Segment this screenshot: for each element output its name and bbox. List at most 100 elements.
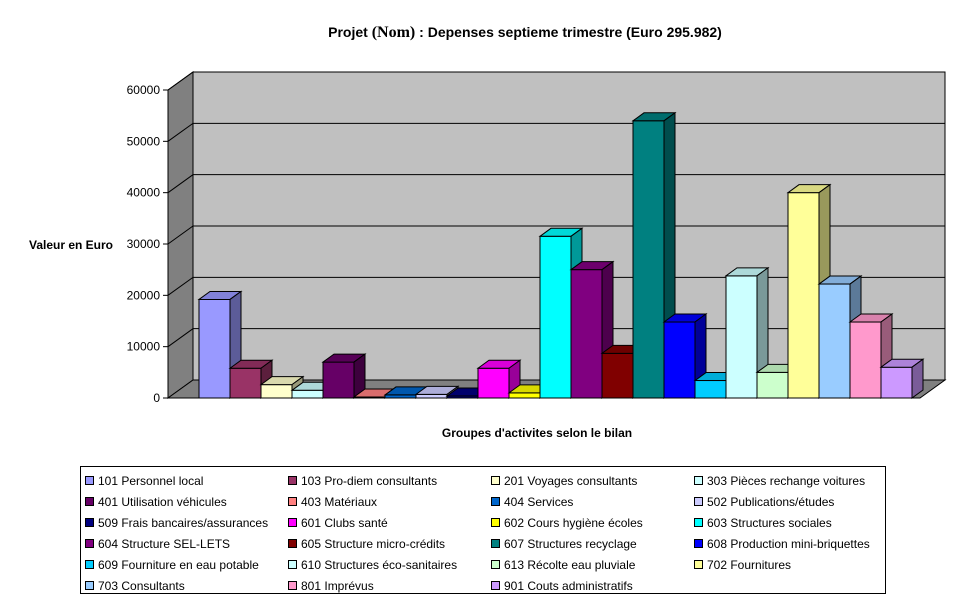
legend-item: 605 Structure micro-crédits <box>288 533 491 554</box>
legend-item: 101 Personnel local <box>85 470 288 491</box>
bar <box>321 353 367 399</box>
bar-front <box>570 269 603 399</box>
legend-item: 103 Pro-diem consultants <box>288 470 491 491</box>
gridline <box>167 276 945 296</box>
legend-item: 609 Fourniture en eau potable <box>85 554 288 575</box>
bar-front <box>725 275 758 399</box>
bar-front <box>477 367 510 399</box>
legend-swatch <box>491 539 500 548</box>
legend-item: 610 Structures éco-sanitaires <box>288 554 491 575</box>
legend-label: 613 Récolte eau pluviale <box>504 557 636 572</box>
bar-front <box>849 321 882 399</box>
chart-title-name: (Nom) <box>372 24 416 41</box>
legend-swatch <box>491 581 500 590</box>
bar-front <box>663 321 696 399</box>
legend-item: 403 Matériaux <box>288 491 491 512</box>
bar-front <box>787 192 820 399</box>
legend-label: 608 Production mini-briquettes <box>707 536 870 551</box>
legend-item: 613 Récolte eau pluviale <box>491 554 694 575</box>
legend-label: 603 Structures sociales <box>707 515 832 530</box>
y-tick-label: 30000 <box>127 237 161 251</box>
bar-side <box>911 358 924 399</box>
legend-label: 404 Services <box>504 494 574 509</box>
chart-title-start: Projet <box>328 24 372 40</box>
bar-front <box>291 389 324 399</box>
legend-swatch <box>694 539 703 548</box>
chart-title-end: : Depenses septieme trimestre (Euro 295.… <box>415 24 722 40</box>
legend-swatch <box>288 518 297 527</box>
legend-swatch <box>491 518 500 527</box>
legend-item: 201 Voyages consultants <box>491 470 694 491</box>
legend-swatch <box>85 518 94 527</box>
legend-item: 901 Couts administratifs <box>491 575 694 596</box>
legend-label: 403 Matériaux <box>301 494 378 509</box>
legend-swatch <box>85 560 94 569</box>
chart-title: Projet (Nom) : Depenses septieme trimest… <box>328 24 722 41</box>
bar-front <box>415 393 448 399</box>
legend-label: 602 Cours hygiène écoles <box>504 515 643 530</box>
legend-label: 509 Frais bancaires/assurances <box>98 515 269 530</box>
legend-swatch <box>694 518 703 527</box>
bar-front <box>260 384 293 399</box>
bar-front <box>601 352 634 399</box>
legend-label: 609 Fourniture en eau potable <box>98 557 259 572</box>
chart-legend: 101 Personnel local 103 Pro-diem consulta… <box>80 466 886 594</box>
legend-label: 607 Structures recyclage <box>504 536 637 551</box>
bar <box>879 358 925 399</box>
y-axis-label: Valeur en Euro <box>29 238 113 252</box>
y-tick-label: 40000 <box>127 186 161 200</box>
gridline <box>167 174 945 194</box>
legend-item: 703 Consultants <box>85 575 288 596</box>
legend-label: 101 Personnel local <box>98 473 204 488</box>
legend-swatch <box>694 497 703 506</box>
legend-swatch <box>694 560 703 569</box>
legend-label: 702 Fournitures <box>707 557 792 572</box>
bar-front <box>322 361 355 399</box>
gridline <box>167 71 945 91</box>
y-tick-label: 50000 <box>127 134 161 148</box>
legend-item: 404 Services <box>491 491 694 512</box>
legend-item: 607 Structures recyclage <box>491 533 694 554</box>
legend-swatch <box>288 539 297 548</box>
legend-swatch <box>491 560 500 569</box>
legend-item: 509 Frais bancaires/assurances <box>85 512 288 533</box>
legend-label: 605 Structure micro-crédits <box>301 536 446 551</box>
legend-swatch <box>694 476 703 485</box>
legend-label: 103 Pro-diem consultants <box>301 473 438 488</box>
legend-label: 801 Imprévus <box>301 578 374 593</box>
gridlines <box>167 71 945 348</box>
legend-label: 502 Publications/études <box>707 494 835 509</box>
x-axis-label: Groupes d'activites selon le bilan <box>442 426 632 440</box>
legend-label: 401 Utilisation véhicules <box>98 494 227 509</box>
legend-item: 401 Utilisation véhicules <box>85 491 288 512</box>
legend-item: 303 Pièces rechange voitures <box>694 470 889 491</box>
legend-swatch <box>288 497 297 506</box>
legend-grid: 101 Personnel local 103 Pro-diem consulta… <box>81 467 885 596</box>
legend-item: 801 Imprévus <box>288 575 491 596</box>
y-tick-label: 20000 <box>127 288 161 302</box>
y-tick-label: 10000 <box>127 340 161 354</box>
legend-swatch <box>491 476 500 485</box>
legend-swatch <box>288 476 297 485</box>
legend-label: 201 Voyages consultants <box>504 473 638 488</box>
legend-item: 502 Publications/études <box>694 491 889 512</box>
legend-swatch <box>85 539 94 548</box>
legend-item: 702 Fournitures <box>694 554 889 575</box>
bar-front <box>508 392 541 399</box>
bar <box>724 266 770 399</box>
legend-swatch <box>85 476 94 485</box>
legend-item: 603 Structures sociales <box>694 512 889 533</box>
legend-label: 303 Pièces rechange voitures <box>707 473 866 488</box>
bar-front <box>880 366 913 399</box>
legend-swatch <box>85 497 94 506</box>
legend-swatch <box>288 560 297 569</box>
y-tick-label: 60000 <box>127 83 161 97</box>
bars <box>197 111 925 399</box>
y-axis-ticks: 0 10000 20000 30000 40000 50000 60000 <box>127 83 168 405</box>
gridline <box>167 225 945 245</box>
bar-front <box>818 283 851 399</box>
legend-item: 608 Production mini-briquettes <box>694 533 889 554</box>
legend-swatch <box>288 581 297 590</box>
gridline <box>167 122 945 142</box>
